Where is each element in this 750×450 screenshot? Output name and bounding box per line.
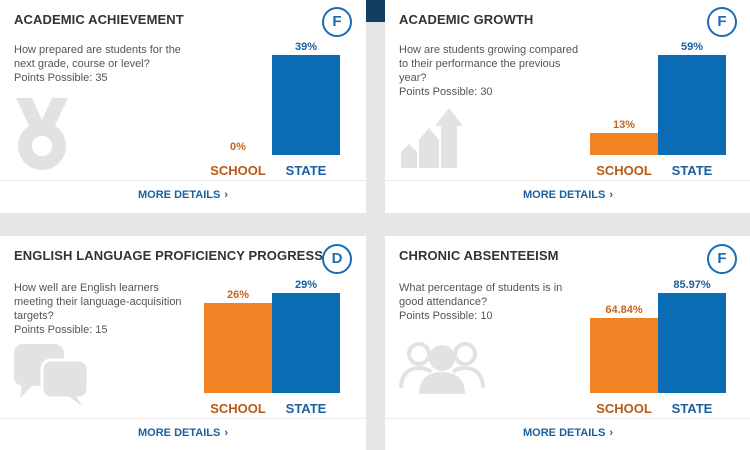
chevron-right-icon: ›	[224, 427, 228, 439]
card-question: How are students growing compared to the…	[399, 43, 579, 99]
school-axis-label: SCHOOL	[210, 163, 266, 178]
card-question: How well are English learners meeting th…	[14, 281, 194, 337]
state-axis-label: STATE	[285, 163, 327, 178]
school-value-label: 13%	[612, 119, 636, 131]
school-axis-label: SCHOOL	[596, 163, 652, 178]
school-bar	[204, 303, 272, 393]
school-value-label: 64.84%	[605, 304, 643, 316]
points-possible: Points Possible: 30	[399, 86, 493, 98]
speech-bubbles-icon	[14, 344, 90, 411]
card-title: ACADEMIC GROWTH	[399, 12, 534, 27]
growth-arrows-icon	[399, 104, 465, 175]
school-value-label: 0%	[230, 141, 246, 153]
state-bar	[658, 55, 726, 155]
question-text: What percentage of students is in good a…	[399, 282, 563, 308]
school-axis-label: SCHOOL	[596, 401, 652, 416]
more-details-label: MORE DETAILS	[138, 427, 221, 439]
chevron-right-icon: ›	[609, 189, 613, 201]
card-question: How prepared are students for the next g…	[14, 43, 194, 85]
state-value-label: 29%	[294, 279, 318, 291]
academic-achievement-card: ACADEMIC ACHIEVEMENT F How prepared are …	[0, 0, 366, 213]
card-divider	[385, 180, 750, 181]
more-details-link[interactable]: MORE DETAILS ›	[123, 189, 243, 201]
points-possible: Points Possible: 35	[14, 72, 108, 84]
state-axis-label: STATE	[671, 163, 713, 178]
state-value-label: 59%	[680, 41, 704, 53]
state-value-label: 85.97%	[673, 279, 711, 291]
academic-growth-card: ACADEMIC GROWTH F How are students growi…	[385, 0, 750, 213]
state-axis-label: STATE	[671, 401, 713, 416]
english-language-proficiency-card: ENGLISH LANGUAGE PROFICIENCY PROGRESS D …	[0, 236, 366, 450]
question-text: How well are English learners meeting th…	[14, 282, 182, 322]
chronic-absenteeism-card: CHRONIC ABSENTEEISM F What percentage of…	[385, 236, 750, 450]
chevron-right-icon: ›	[609, 427, 613, 439]
more-details-label: MORE DETAILS	[138, 189, 221, 201]
points-possible: Points Possible: 10	[399, 310, 493, 322]
top-tab-marker	[365, 0, 385, 22]
chevron-right-icon: ›	[224, 189, 228, 201]
card-question: What percentage of students is in good a…	[399, 281, 579, 323]
points-possible: Points Possible: 15	[14, 324, 108, 336]
school-value-label: 26%	[226, 289, 250, 301]
grade-badge: F	[707, 7, 737, 37]
card-divider	[0, 180, 366, 181]
card-divider	[385, 418, 750, 419]
card-title: ACADEMIC ACHIEVEMENT	[14, 12, 184, 27]
card-divider	[0, 418, 366, 419]
grade-badge: F	[707, 244, 737, 274]
state-bar	[272, 55, 340, 155]
state-value-label: 39%	[294, 41, 318, 53]
state-axis-label: STATE	[285, 401, 327, 416]
more-details-link[interactable]: MORE DETAILS ›	[123, 427, 243, 439]
state-bar	[272, 293, 340, 393]
medal-icon	[12, 96, 72, 177]
more-details-label: MORE DETAILS	[523, 189, 606, 201]
school-axis-label: SCHOOL	[210, 401, 266, 416]
more-details-link[interactable]: MORE DETAILS ›	[508, 189, 628, 201]
more-details-label: MORE DETAILS	[523, 427, 606, 439]
grade-badge: D	[322, 244, 352, 274]
card-title: ENGLISH LANGUAGE PROFICIENCY PROGRESS	[14, 248, 323, 263]
grade-badge: F	[322, 7, 352, 37]
state-bar	[658, 293, 726, 393]
question-text: How are students growing compared to the…	[399, 44, 579, 84]
school-bar	[590, 133, 658, 155]
people-group-icon	[397, 338, 487, 399]
school-bar	[590, 318, 658, 393]
question-text: How prepared are students for the next g…	[14, 44, 181, 70]
more-details-link[interactable]: MORE DETAILS ›	[508, 427, 628, 439]
card-title: CHRONIC ABSENTEEISM	[399, 248, 559, 263]
